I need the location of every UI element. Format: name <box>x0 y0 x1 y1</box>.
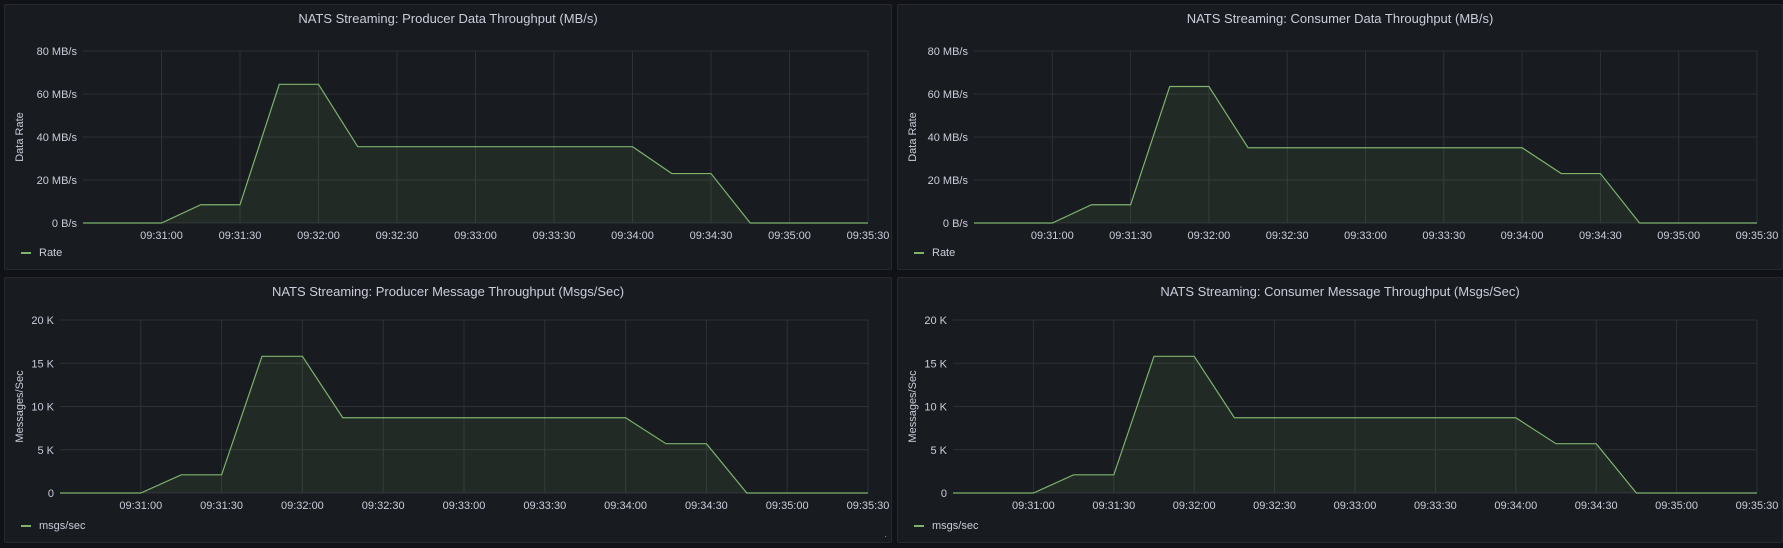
legend-label: msgs/sec <box>39 520 86 532</box>
x-tick-label: 09:33:30 <box>1422 230 1465 242</box>
x-tick-label: 09:31:30 <box>1109 230 1152 242</box>
legend[interactable]: msgs/sec <box>914 520 978 532</box>
legend-series-swatch <box>21 525 31 527</box>
y-tick-label: 0 B/s <box>52 218 78 230</box>
y-tick-label: 5 K <box>37 445 54 457</box>
x-tick-label: 09:34:30 <box>1579 230 1622 242</box>
legend-label: Rate <box>39 247 63 259</box>
x-tick-label: 09:34:00 <box>604 500 647 512</box>
x-tick-label: 09:34:00 <box>1494 500 1537 512</box>
legend[interactable]: msgs/sec <box>21 520 85 532</box>
x-tick-label: 09:32:00 <box>1187 230 1230 242</box>
x-tick-label: 09:33:00 <box>454 230 497 242</box>
panel-title: NATS Streaming: Consumer Message Through… <box>1160 284 1520 299</box>
panel-consumer-data-throughput: NATS Streaming: Consumer Data Throughput… <box>897 4 1783 270</box>
panel-title: NATS Streaming: Producer Data Throughput… <box>298 11 598 26</box>
legend-series-swatch <box>914 252 924 254</box>
series-area <box>953 356 1757 493</box>
series-line <box>83 83 868 224</box>
x-tick-label: 09:31:00 <box>1012 500 1055 512</box>
x-tick-label: 09:35:00 <box>768 230 811 242</box>
consumer-message-throughput-chart: 0 5 K 10 K 15 K 20 K 09:31:00 09:31:30 09:32:00… <box>907 315 1779 512</box>
y-axis-title: Messages/Sec <box>14 370 26 443</box>
y-tick-label: 60 MB/s <box>37 89 78 101</box>
x-tick-label: 09:34:00 <box>611 230 654 242</box>
series-line <box>974 85 1757 224</box>
x-tick-label: 09:31:30 <box>1092 500 1135 512</box>
y-tick-label: 20 K <box>31 315 54 327</box>
panel-title: NATS Streaming: Producer Message Through… <box>271 284 625 299</box>
y-tick-label: 40 MB/s <box>37 132 78 144</box>
x-tick-label: 09:34:00 <box>1501 230 1544 242</box>
series-area <box>60 356 868 493</box>
x-tick-label: 09:35:00 <box>1655 500 1698 512</box>
y-axis-title: Data Rate <box>907 112 919 162</box>
x-tick-label: 09:35:30 <box>847 500 890 512</box>
x-tick-label: 09:31:30 <box>219 230 262 242</box>
legend[interactable]: Rate <box>914 247 955 259</box>
panel-producer-data-throughput: NATS Streaming: Producer Data Throughput… <box>4 4 892 270</box>
y-tick-label: 10 K <box>31 402 54 414</box>
x-tick-label: 09:35:00 <box>766 500 809 512</box>
x-tick-label: 09:32:30 <box>1266 230 1309 242</box>
x-tick-label: 09:32:00 <box>1173 500 1216 512</box>
x-tick-label: 09:34:30 <box>685 500 728 512</box>
producer-data-throughput-chart: 0 B/s 20 MB/s 40 MB/s 60 MB/s 80 MB/s 09:31:0… <box>14 46 890 242</box>
y-tick-label: 20 K <box>924 315 947 327</box>
x-tick-label: 09:33:00 <box>1334 500 1377 512</box>
y-tick-label: 5 K <box>930 445 947 457</box>
x-tick-label: 09:32:30 <box>362 500 405 512</box>
x-tick-label: 09:33:30 <box>533 230 576 242</box>
y-tick-label: 0 <box>941 488 947 500</box>
legend-label: msgs/sec <box>932 520 979 532</box>
y-tick-label: 80 MB/s <box>37 46 78 58</box>
x-tick-label: 09:34:30 <box>1575 500 1618 512</box>
x-tick-label: 09:33:30 <box>523 500 566 512</box>
y-tick-label: 10 K <box>924 402 947 414</box>
series-area <box>83 84 868 223</box>
panel-title: NATS Streaming: Consumer Data Throughput… <box>1186 11 1494 26</box>
y-tick-label: 60 MB/s <box>928 89 969 101</box>
x-tick-label: 09:32:00 <box>281 500 324 512</box>
x-tick-label: 09:34:30 <box>690 230 733 242</box>
resize-handle[interactable]: . <box>884 529 887 540</box>
legend[interactable]: Rate <box>21 247 62 259</box>
legend-label: Rate <box>932 247 956 259</box>
y-tick-label: 20 MB/s <box>37 175 78 187</box>
x-tick-label: 09:33:00 <box>1344 230 1387 242</box>
x-tick-label: 09:35:30 <box>847 230 890 242</box>
y-tick-label: 15 K <box>924 358 947 370</box>
x-tick-label: 09:35:00 <box>1657 230 1700 242</box>
series-area <box>974 86 1757 223</box>
y-tick-label: 15 K <box>31 358 54 370</box>
x-tick-label: 09:31:00 <box>119 500 162 512</box>
y-axis-title: Data Rate <box>14 112 26 162</box>
x-tick-label: 09:32:00 <box>297 230 340 242</box>
y-tick-label: 0 <box>48 488 54 500</box>
producer-message-throughput-chart: 0 5 K 10 K 15 K 20 K 09:31:00 09:31:30 09:32:00… <box>14 315 890 512</box>
x-tick-label: 09:32:30 <box>376 230 419 242</box>
legend-series-swatch <box>21 252 31 254</box>
x-tick-label: 09:32:30 <box>1253 500 1296 512</box>
x-tick-label: 09:31:30 <box>200 500 243 512</box>
x-tick-label: 09:33:00 <box>443 500 486 512</box>
series-line <box>953 355 1757 494</box>
y-tick-label: 80 MB/s <box>928 46 969 58</box>
x-tick-label: 09:35:30 <box>1736 500 1779 512</box>
x-tick-label: 09:33:30 <box>1414 500 1457 512</box>
y-tick-label: 40 MB/s <box>928 132 969 144</box>
x-tick-label: 09:35:30 <box>1736 230 1779 242</box>
x-tick-label: 09:31:00 <box>140 230 183 242</box>
series-line <box>60 355 868 494</box>
y-tick-label: 20 MB/s <box>928 175 969 187</box>
y-axis-title: Messages/Sec <box>907 370 919 443</box>
y-tick-label: 0 B/s <box>943 218 969 230</box>
consumer-data-throughput-chart: 0 B/s 20 MB/s 40 MB/s 60 MB/s 80 MB/s 09:31:0… <box>907 46 1779 242</box>
x-tick-label: 09:31:00 <box>1031 230 1074 242</box>
panel-producer-message-throughput: NATS Streaming: Producer Message Through… <box>4 277 892 543</box>
legend-series-swatch <box>914 525 924 527</box>
panel-consumer-message-throughput: NATS Streaming: Consumer Message Through… <box>897 277 1783 543</box>
